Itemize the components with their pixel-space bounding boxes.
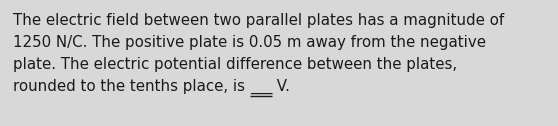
Text: 1250 N/C. The positive plate is 0.05 m away from the negative: 1250 N/C. The positive plate is 0.05 m a…	[13, 35, 486, 50]
Text: plate. The electric potential difference between the plates,: plate. The electric potential difference…	[13, 57, 457, 72]
Text: V.: V.	[272, 79, 290, 94]
Text: The electric field between two parallel plates has a magnitude of: The electric field between two parallel …	[13, 13, 504, 28]
Text: rounded to the tenths place, is: rounded to the tenths place, is	[13, 79, 250, 94]
Text: ___: ___	[250, 79, 272, 94]
